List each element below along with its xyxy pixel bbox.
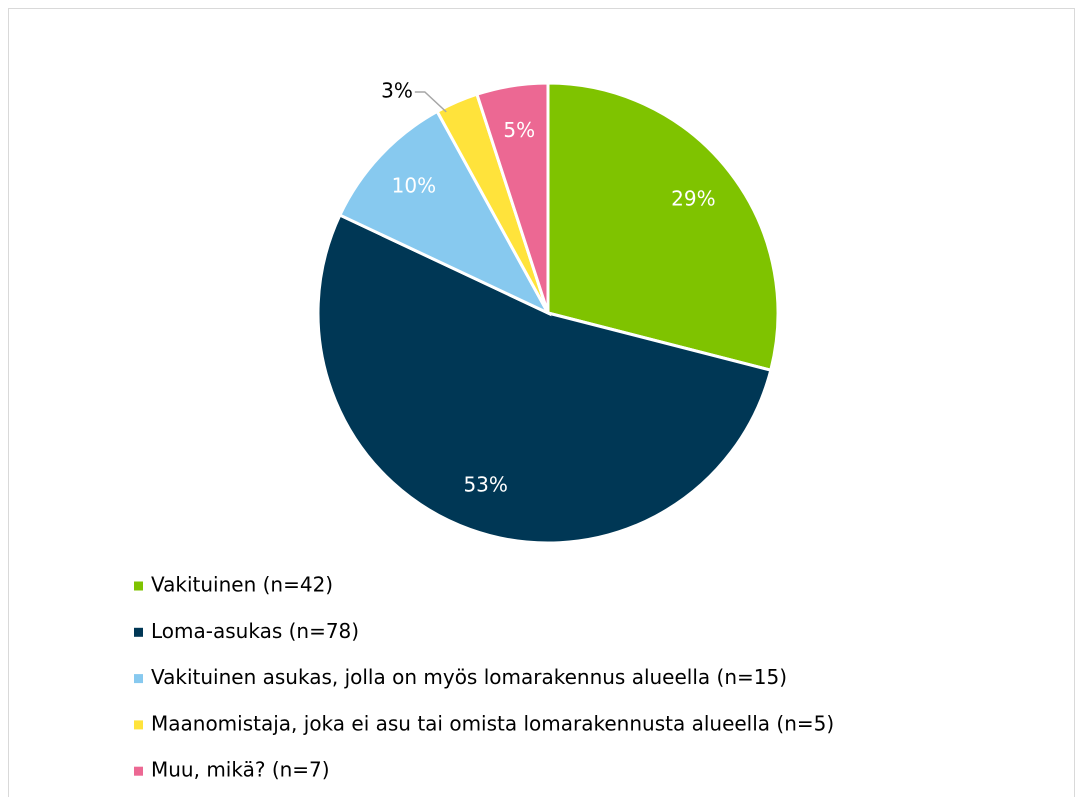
legend-label: Muu, mikä? (n=7): [151, 758, 330, 782]
pie-slice: [316, 213, 773, 545]
pie-slice: [337, 109, 552, 317]
data-label: 29%: [671, 187, 715, 211]
frame: [8, 8, 1075, 797]
pie-slice: [546, 81, 780, 373]
leader-line: [414, 91, 447, 113]
legend-label: Vakituinen asukas, jolla on myös lomarak…: [151, 665, 787, 689]
legend-swatch: [134, 674, 143, 684]
data-label: 5%: [503, 118, 535, 142]
legend-label: Vakituinen (n=42): [151, 573, 333, 597]
legend-swatch: [134, 581, 143, 591]
legend-label: Maanomistaja, joka ei asu tai omista lom…: [151, 711, 834, 735]
legend-swatch: [134, 720, 143, 730]
data-label: 10%: [392, 174, 436, 198]
legend-label: Loma-asukas (n=78): [151, 619, 359, 643]
data-label: 3%: [381, 78, 413, 102]
legend-swatch: [134, 766, 143, 776]
pie-slice: [475, 81, 550, 314]
legend-swatch: [134, 627, 143, 637]
data-label: 53%: [463, 473, 507, 497]
